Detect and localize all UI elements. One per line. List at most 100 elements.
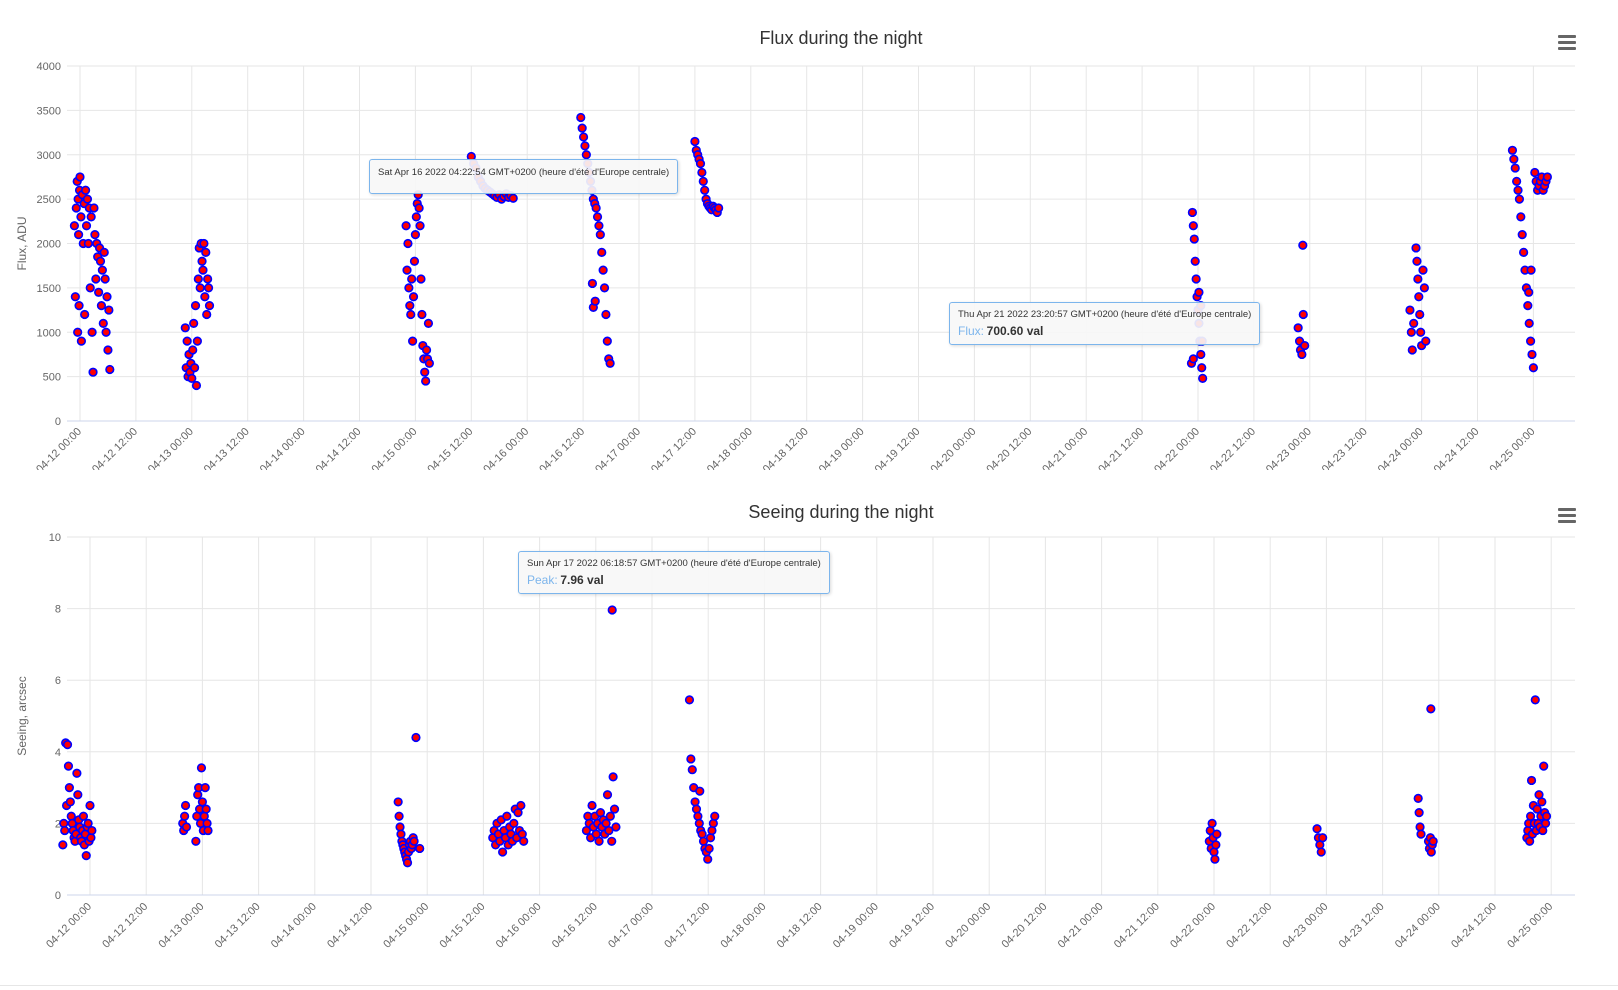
seeing-data-point[interactable] <box>1312 824 1322 834</box>
flux-data-point[interactable] <box>577 123 587 133</box>
flux-data-point[interactable] <box>1298 240 1308 250</box>
seeing-data-point[interactable] <box>200 783 210 793</box>
flux-data-point[interactable] <box>76 336 86 346</box>
seeing-data-point[interactable] <box>180 811 190 821</box>
flux-data-point[interactable] <box>424 358 434 368</box>
flux-data-point[interactable] <box>420 367 430 377</box>
seeing-data-point[interactable] <box>607 836 617 846</box>
flux-data-point[interactable] <box>99 247 109 257</box>
flux-data-point[interactable] <box>1509 154 1519 164</box>
flux-data-point[interactable] <box>197 256 207 266</box>
flux-data-point[interactable] <box>415 221 425 231</box>
flux-data-point[interactable] <box>1189 234 1199 244</box>
flux-data-point[interactable] <box>101 327 111 337</box>
flux-data-point[interactable] <box>408 292 419 302</box>
flux-data-point[interactable] <box>1411 243 1421 253</box>
flux-data-point[interactable] <box>599 283 610 293</box>
flux-data-point[interactable] <box>88 367 98 377</box>
seeing-data-point[interactable] <box>1526 775 1537 786</box>
flux-data-point[interactable] <box>1517 230 1527 240</box>
flux-data-point[interactable] <box>417 309 427 320</box>
seeing-data-point[interactable] <box>85 800 95 811</box>
seeing-data-point[interactable] <box>78 811 89 821</box>
flux-data-point[interactable] <box>74 301 84 311</box>
flux-data-point[interactable] <box>1188 221 1198 231</box>
flux-data-point[interactable] <box>1526 336 1536 346</box>
seeing-data-point[interactable] <box>203 825 213 836</box>
seeing-data-point[interactable] <box>394 811 404 821</box>
flux-data-point[interactable] <box>189 363 200 373</box>
seeing-data-point[interactable] <box>191 836 201 846</box>
flux-data-point[interactable] <box>598 265 608 275</box>
flux-data-point[interactable] <box>602 336 612 346</box>
flux-data-point[interactable] <box>1409 318 1419 328</box>
seeing-data-point[interactable] <box>611 822 621 832</box>
flux-data-point[interactable] <box>421 345 432 355</box>
flux-data-point[interactable] <box>1512 176 1522 186</box>
seeing-data-point[interactable] <box>180 800 191 811</box>
seeing-data-point[interactable] <box>201 804 211 814</box>
seeing-data-point[interactable] <box>83 818 93 829</box>
seeing-data-point[interactable] <box>1532 804 1542 814</box>
seeing-data-point[interactable] <box>62 740 73 750</box>
flux-data-point[interactable] <box>402 265 412 275</box>
flux-data-point[interactable] <box>1198 373 1208 384</box>
flux-data-point[interactable] <box>1513 185 1523 195</box>
flux-data-point[interactable] <box>416 274 426 284</box>
flux-data-point[interactable] <box>81 221 92 231</box>
flux-data-point[interactable] <box>700 185 710 195</box>
seeing-data-point[interactable] <box>73 790 83 800</box>
flux-data-point[interactable] <box>89 203 99 213</box>
flux-data-point[interactable] <box>587 278 598 289</box>
flux-data-point[interactable] <box>421 376 431 386</box>
seeing-data-point[interactable] <box>708 818 718 829</box>
seeing-data-point[interactable] <box>1537 797 1547 807</box>
seeing-data-point[interactable] <box>607 605 617 615</box>
flux-data-point[interactable] <box>91 274 101 284</box>
seeing-data-point[interactable] <box>1541 811 1552 821</box>
flux-data-point[interactable] <box>98 318 108 328</box>
flux-data-point[interactable] <box>690 136 700 147</box>
flux-data-point[interactable] <box>1519 247 1529 257</box>
seeing-data-point[interactable] <box>694 818 704 829</box>
seeing-data-point[interactable] <box>609 804 620 814</box>
seeing-data-point[interactable] <box>196 763 207 773</box>
flux-data-point[interactable] <box>95 256 106 266</box>
seeing-data-point[interactable] <box>687 765 697 775</box>
flux-data-point[interactable] <box>410 230 421 240</box>
flux-data-point[interactable] <box>193 274 203 284</box>
seeing-data-point[interactable] <box>502 811 512 821</box>
flux-data-point[interactable] <box>1407 345 1417 355</box>
flux-data-point[interactable] <box>85 283 95 293</box>
seeing-data-point[interactable] <box>81 851 91 861</box>
seeing-data-point[interactable] <box>604 825 614 836</box>
flux-data-point[interactable] <box>411 212 421 222</box>
flux-data-point[interactable] <box>199 238 209 249</box>
flux-data-point[interactable] <box>83 238 93 249</box>
seeing-data-point[interactable] <box>594 836 604 846</box>
flux-data-point[interactable] <box>1406 327 1416 337</box>
flux-data-point[interactable] <box>1418 265 1428 275</box>
flux-data-point[interactable] <box>406 309 416 320</box>
flux-data-point[interactable] <box>580 141 590 151</box>
seeing-data-point[interactable] <box>509 818 519 829</box>
flux-data-point[interactable] <box>82 194 93 204</box>
flux-data-point[interactable] <box>401 221 411 231</box>
seeing-data-point[interactable] <box>707 825 717 836</box>
seeing-data-point[interactable] <box>1414 808 1424 818</box>
flux-data-point[interactable] <box>76 212 86 222</box>
flux-data-point[interactable] <box>576 112 586 123</box>
seeing-data-point[interactable] <box>415 843 425 854</box>
seeing-data-point[interactable] <box>710 811 720 821</box>
seeing-data-point[interactable] <box>409 836 419 846</box>
flux-data-point[interactable] <box>1190 256 1200 266</box>
flux-data-point[interactable] <box>198 265 208 275</box>
flux-data-point[interactable] <box>192 336 202 346</box>
flux-data-point[interactable] <box>1421 336 1431 346</box>
seeing-data-point[interactable] <box>697 829 707 839</box>
flux-data-point[interactable] <box>191 380 202 391</box>
seeing-data-point[interactable] <box>695 786 705 796</box>
flux-data-point[interactable] <box>103 345 113 355</box>
seeing-data-point[interactable] <box>1413 793 1423 803</box>
flux-data-point[interactable] <box>581 150 591 160</box>
